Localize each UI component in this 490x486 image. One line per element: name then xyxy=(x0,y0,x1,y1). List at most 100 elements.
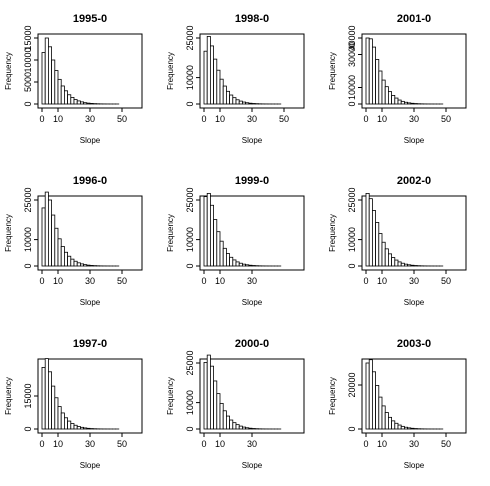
histogram-bar xyxy=(368,359,373,430)
y-axis-label: Frequency xyxy=(328,52,337,90)
histogram-bar xyxy=(238,100,243,105)
histogram-bar xyxy=(64,251,69,267)
chart-title: 2000-0 xyxy=(235,338,269,350)
histogram-bar xyxy=(235,99,240,105)
y-tick-label: 10000 xyxy=(23,227,33,252)
histogram-bar xyxy=(203,50,208,105)
x-axis-label: Slope xyxy=(404,136,425,145)
y-axis-label: Frequency xyxy=(166,214,175,252)
histogram-bar xyxy=(241,263,246,267)
histogram-bar xyxy=(407,264,412,267)
x-axis-label: Slope xyxy=(80,136,101,145)
chart-title: 2001-0 xyxy=(397,13,431,25)
histogram-bar xyxy=(54,397,59,430)
histogram-bar xyxy=(203,362,208,430)
y-tick-label: 10000 xyxy=(23,47,33,72)
histogram-bar xyxy=(407,102,412,105)
histogram-bar xyxy=(397,99,402,105)
chart-title: 1996-0 xyxy=(73,175,107,187)
histogram-bar xyxy=(64,417,69,430)
histogram-bar xyxy=(80,426,85,430)
histogram-bar xyxy=(51,59,56,105)
histogram-bar xyxy=(67,420,72,430)
histogram-bar xyxy=(80,263,85,267)
y-tick-label: 40000 xyxy=(347,25,357,50)
histogram-bar xyxy=(83,264,88,267)
histogram-bar xyxy=(248,264,253,267)
x-tick-label: 50 xyxy=(441,439,451,449)
histogram-bar xyxy=(203,196,208,267)
histogram-bar xyxy=(229,94,234,105)
histogram-bar xyxy=(241,101,246,105)
histogram-bar xyxy=(245,264,250,267)
y-tick-label: 10000 xyxy=(185,65,195,90)
y-tick-label: 10000 xyxy=(347,227,357,252)
histogram-bar xyxy=(232,97,237,105)
histogram-bar xyxy=(89,103,94,105)
x-tick-label: 10 xyxy=(53,114,63,124)
histogram-bar xyxy=(57,78,62,105)
histogram-bar xyxy=(225,415,230,430)
histogram-bar xyxy=(219,78,224,105)
histogram-bar xyxy=(41,366,46,430)
histogram-bar xyxy=(245,427,250,430)
x-tick-label: 0 xyxy=(39,276,44,286)
y-tick-label: 25000 xyxy=(185,187,195,212)
histogram-panel: 1996-0 0 10 30 50 0 10000 25000 Slope Frequency xyxy=(4,175,143,307)
x-tick-label: 0 xyxy=(201,439,206,449)
histogram-bar xyxy=(206,192,211,267)
y-tick-label: 0 xyxy=(185,426,195,431)
histogram-bar xyxy=(60,412,65,430)
x-tick-label: 0 xyxy=(363,439,368,449)
histogram-bar xyxy=(403,101,408,105)
histogram-panel: 2002-0 0 10 30 50 0 10000 25000 Slope Frequency xyxy=(328,175,467,307)
histogram-bar xyxy=(238,425,243,430)
histogram-bar xyxy=(209,45,214,105)
x-tick-label: 30 xyxy=(409,439,419,449)
y-axis-label: Frequency xyxy=(4,52,13,90)
x-tick-label: 30 xyxy=(85,114,95,124)
histogram-bar xyxy=(213,58,218,105)
histogram-bar xyxy=(73,99,78,105)
histogram-bar xyxy=(391,95,396,105)
x-tick-label: 30 xyxy=(247,439,257,449)
histogram-bar xyxy=(86,264,91,267)
y-axis-label: Frequency xyxy=(4,377,13,415)
x-tick-label: 10 xyxy=(215,114,225,124)
histogram-bar xyxy=(384,248,389,267)
y-tick-label: 15000 xyxy=(23,25,33,50)
histogram-bar xyxy=(216,231,221,267)
histogram-bar xyxy=(44,37,49,105)
histogram-bar xyxy=(216,393,221,430)
histogram-bar xyxy=(381,79,386,105)
histogram-bar xyxy=(216,69,221,105)
histogram-bar xyxy=(76,262,81,267)
x-tick-label: 50 xyxy=(279,114,289,124)
y-axis-label: Frequency xyxy=(328,377,337,415)
y-tick-label: 25000 xyxy=(23,187,33,212)
y-tick-label: 25000 xyxy=(347,187,357,212)
histogram-bar xyxy=(54,70,59,105)
x-tick-label: 50 xyxy=(117,439,127,449)
y-axis-label: Frequency xyxy=(4,214,13,252)
histogram-bar xyxy=(235,261,240,267)
y-tick-label: 0 xyxy=(23,263,33,268)
histogram-bar xyxy=(86,427,91,430)
histogram-bar xyxy=(248,102,253,105)
histogram-bar xyxy=(225,90,230,105)
x-axis-label: Slope xyxy=(242,136,263,145)
x-tick-label: 30 xyxy=(85,276,95,286)
x-tick-label: 10 xyxy=(53,276,63,286)
histogram-bar xyxy=(375,222,380,267)
histogram-panel: 2001-00 10 30 500100003000040000SlopeFreque… xyxy=(328,13,467,145)
histogram-bar xyxy=(83,427,88,430)
histogram-bar xyxy=(70,97,75,105)
chart-title: 1999-0 xyxy=(235,175,269,187)
x-tick-label: 50 xyxy=(441,114,451,124)
histogram-bar xyxy=(213,380,218,430)
histogram-panel: 1997-0 0 10 30 50 0 15000 Slope Frequency xyxy=(4,338,143,470)
histogram-bar xyxy=(219,240,224,267)
x-tick-label: 30 xyxy=(247,276,257,286)
y-axis-label: Frequency xyxy=(166,377,175,415)
